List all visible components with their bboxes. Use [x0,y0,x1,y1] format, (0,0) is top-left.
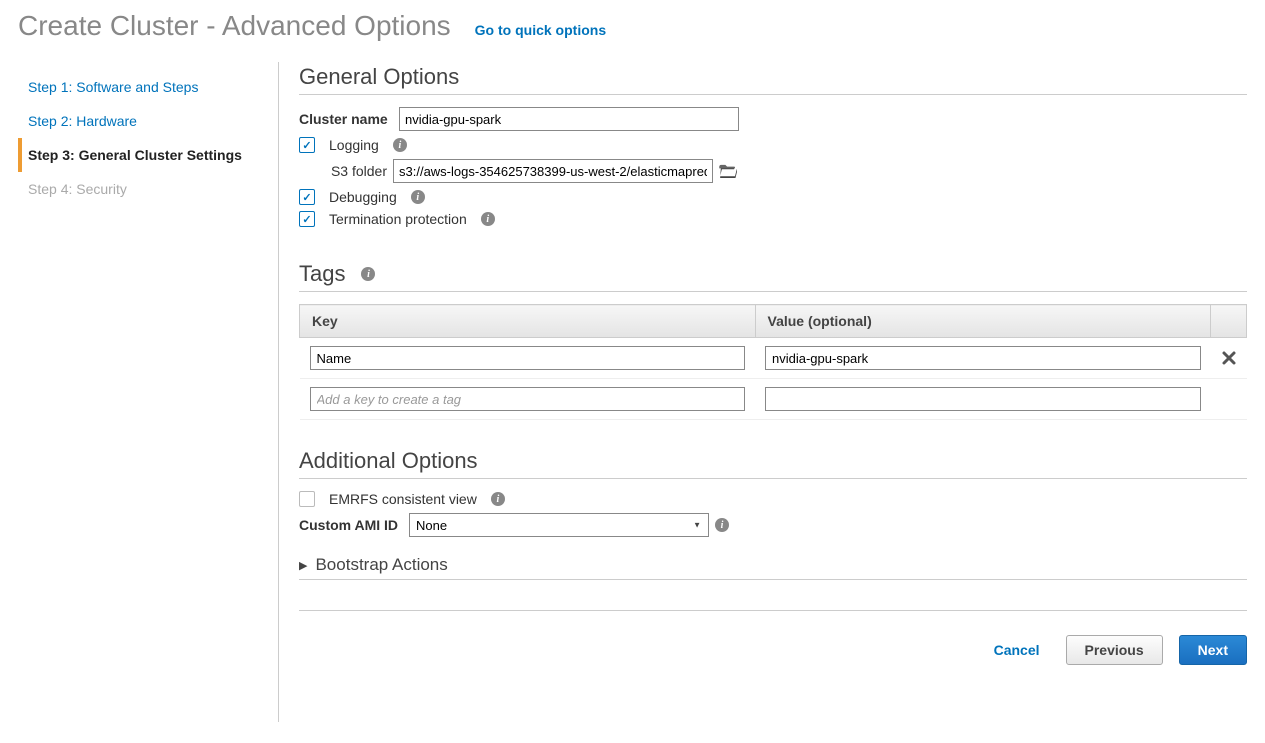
additional-options-heading: Additional Options [299,448,1247,474]
debugging-label: Debugging [329,189,397,205]
custom-ami-select[interactable]: None [409,513,709,537]
info-icon[interactable]: i [393,138,407,152]
tags-col-value: Value (optional) [755,305,1211,338]
emrfs-checkbox[interactable]: ✓ [299,491,315,507]
cancel-button[interactable]: Cancel [984,636,1050,664]
debugging-checkbox[interactable]: ✓ [299,189,315,205]
divider [299,579,1247,580]
tags-heading: Tags i [299,261,1247,287]
sidebar-step-security: Step 4: Security [18,172,278,206]
custom-ami-label: Custom AMI ID [299,517,409,533]
info-icon[interactable]: i [481,212,495,226]
termination-label: Termination protection [329,211,467,227]
emrfs-label: EMRFS consistent view [329,491,477,507]
sidebar-step-general[interactable]: Step 3: General Cluster Settings [18,138,278,172]
termination-checkbox[interactable]: ✓ [299,211,315,227]
cluster-name-input[interactable] [399,107,739,131]
divider [299,478,1247,479]
info-icon[interactable]: i [491,492,505,506]
tag-new-value-input[interactable] [765,387,1201,411]
tag-key-input[interactable] [310,346,746,370]
logging-label: Logging [329,137,379,153]
s3-folder-input[interactable] [393,159,713,183]
general-options-heading: General Options [299,64,1247,90]
sidebar-step-software[interactable]: Step 1: Software and Steps [18,70,278,104]
previous-button[interactable]: Previous [1066,635,1163,665]
tags-col-key: Key [300,305,756,338]
s3-folder-label: S3 folder [319,163,387,179]
table-row [300,379,1247,420]
bootstrap-actions-label: Bootstrap Actions [315,555,447,575]
info-icon[interactable]: i [361,267,375,281]
tag-new-key-input[interactable] [310,387,746,411]
cluster-name-label: Cluster name [299,111,399,127]
divider [299,291,1247,292]
folder-open-icon[interactable] [719,164,737,178]
sidebar-step-hardware[interactable]: Step 2: Hardware [18,104,278,138]
wizard-steps-sidebar: Step 1: Software and Steps Step 2: Hardw… [18,62,278,722]
tag-value-input[interactable] [765,346,1201,370]
table-row [300,338,1247,379]
close-icon[interactable] [1221,350,1237,366]
info-icon[interactable]: i [411,190,425,204]
chevron-right-icon: ▶ [299,559,307,572]
tags-heading-text: Tags [299,261,345,287]
tags-col-actions [1211,305,1247,338]
page-title: Create Cluster - Advanced Options [18,10,451,42]
divider [299,94,1247,95]
bootstrap-actions-toggle[interactable]: ▶ Bootstrap Actions [299,555,1247,575]
quick-options-link[interactable]: Go to quick options [475,22,606,38]
next-button[interactable]: Next [1179,635,1247,665]
tags-table: Key Value (optional) [299,304,1247,420]
info-icon[interactable]: i [715,518,729,532]
logging-checkbox[interactable]: ✓ [299,137,315,153]
